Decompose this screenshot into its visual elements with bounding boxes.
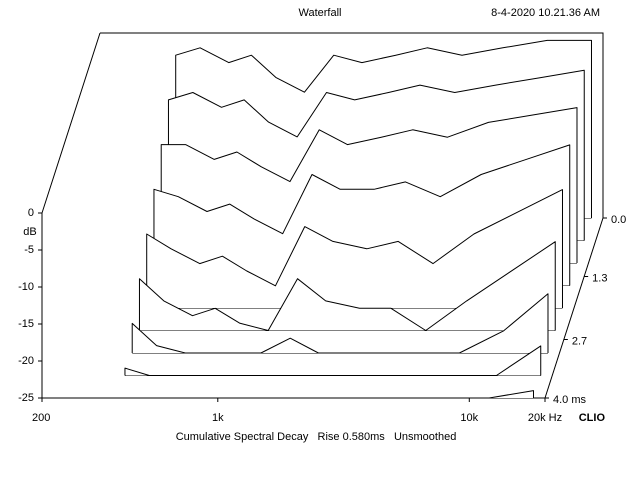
- slice: [146, 189, 563, 308]
- x-tick-label: 10k: [460, 412, 478, 424]
- t-tick-label: 2.7: [572, 335, 587, 347]
- x-tick-label: 20k Hz: [528, 412, 562, 424]
- slice: [131, 293, 549, 354]
- brand: CLIO: [579, 412, 606, 424]
- y-axis-label: dB: [23, 226, 36, 238]
- slice: [124, 345, 542, 376]
- y-tick-label: -15: [18, 318, 34, 330]
- chart-title: Waterfall: [299, 7, 342, 19]
- y-tick-label: -10: [18, 281, 34, 293]
- y-tick-label: -5: [24, 244, 34, 256]
- x-tick-label: 200: [32, 412, 50, 424]
- slice: [138, 241, 556, 331]
- footer: Cumulative Spectral Decay Rise 0.580ms U…: [176, 431, 457, 443]
- timestamp: 8-4-2020 10.21.36 AM: [491, 7, 600, 19]
- t-tick-label: 0.0: [611, 214, 626, 226]
- t-tick-label: 4.0 ms: [553, 394, 587, 406]
- slice: [117, 390, 534, 399]
- y-tick-label: -25: [18, 392, 34, 404]
- frame: [41, 32, 604, 218]
- y-tick-label: -20: [18, 355, 34, 367]
- x-tick-label: 1k: [212, 412, 224, 424]
- t-axis: [544, 217, 604, 399]
- y-tick-label: 0: [28, 207, 34, 219]
- t-tick-label: 1.3: [592, 272, 607, 284]
